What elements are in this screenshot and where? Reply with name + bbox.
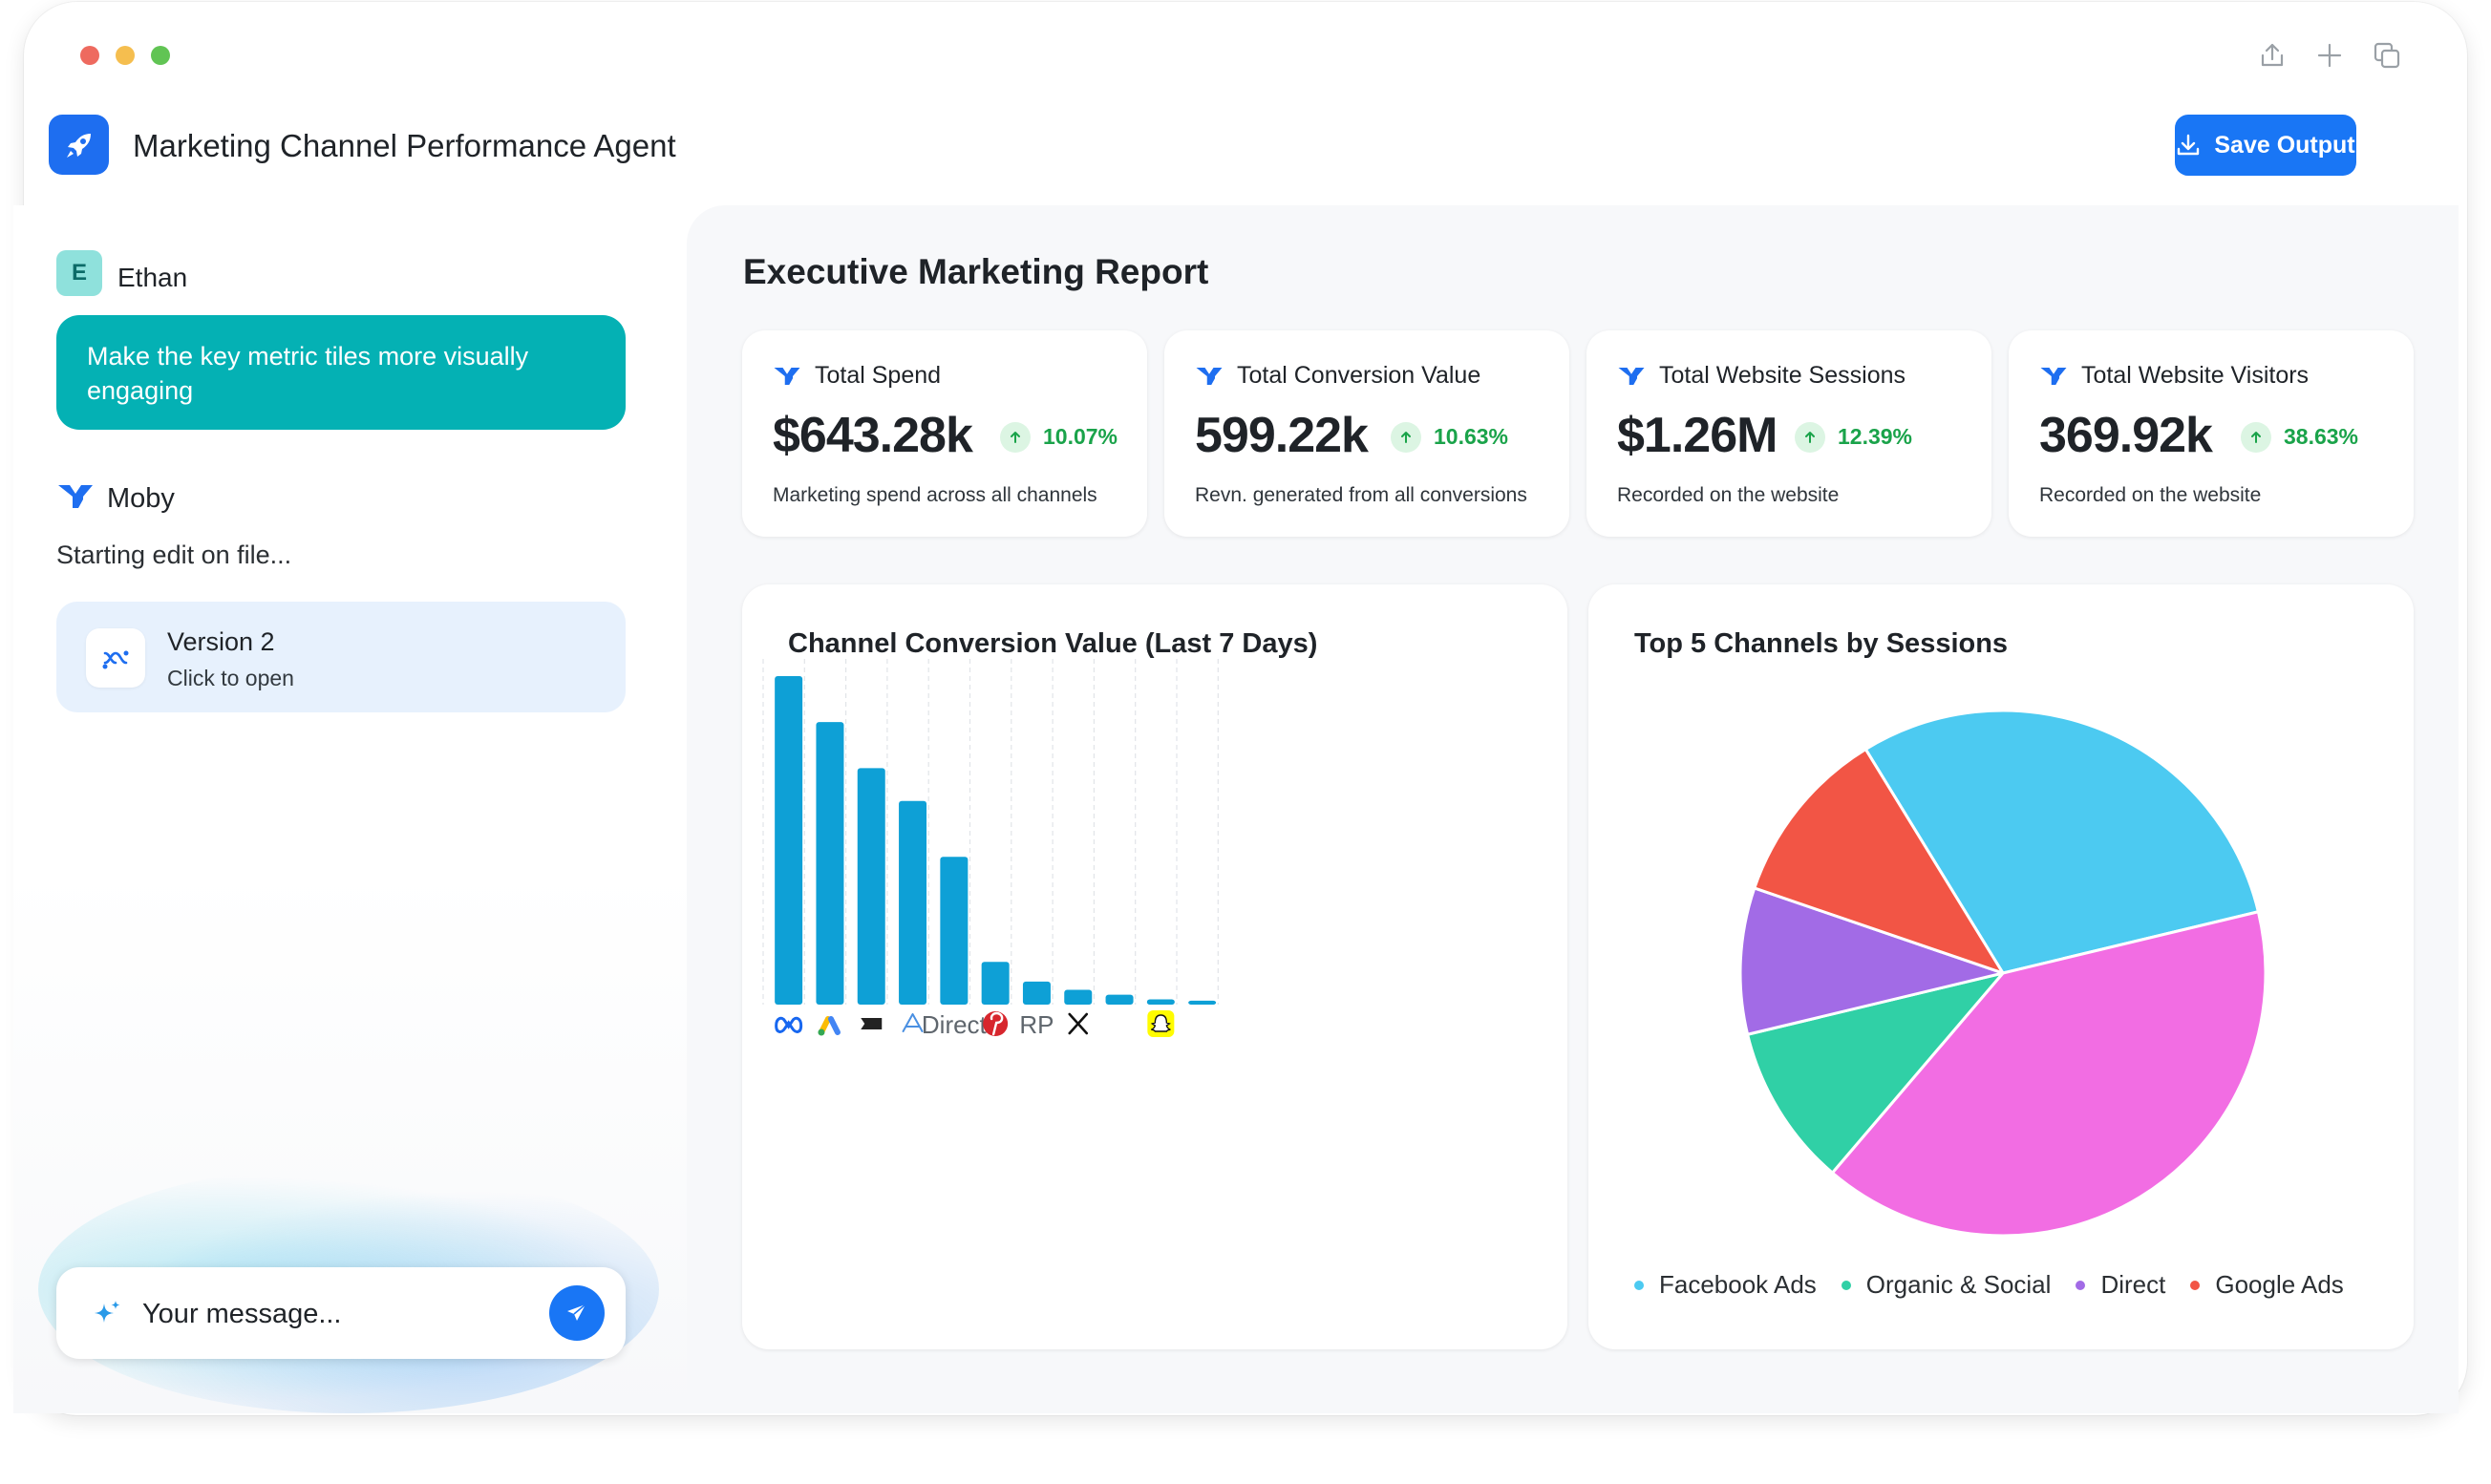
pie-chart-title: Top 5 Channels by Sessions xyxy=(1634,628,2009,659)
legend-label: Google Ads xyxy=(2215,1270,2344,1299)
metric-tile-total-website-visitors: Total Website Visitors 369.92k 38.63% Re… xyxy=(2009,330,2414,537)
legend-label: Organic & Social xyxy=(1865,1270,2052,1299)
x-tick-label: RP xyxy=(1019,1010,1054,1039)
version-subtitle: Click to open xyxy=(167,666,294,690)
metric-tile-total-conversion-value: Total Conversion Value 599.22k 10.63% Re… xyxy=(1164,330,1569,537)
bar xyxy=(775,676,803,1005)
save-output-button[interactable]: Save Output xyxy=(2175,115,2356,176)
bar-chart: Direct RP xyxy=(762,659,1219,1039)
version-flow-icon xyxy=(86,628,145,688)
tile-change: 10.07% xyxy=(1043,424,1118,449)
pie-chart xyxy=(1738,709,2267,1238)
google-ads-icon xyxy=(818,1016,841,1036)
user-name: Ethan xyxy=(117,263,188,292)
tile-title: Total Website Visitors xyxy=(2081,362,2310,389)
version-title: Version 2 xyxy=(167,627,275,656)
legend-label: Direct xyxy=(2100,1270,2166,1299)
pie-slice xyxy=(1746,971,2005,1175)
meta-icon xyxy=(775,1016,803,1033)
tile-change: 12.39% xyxy=(1838,424,1913,449)
x-tick-label: Direct xyxy=(922,1010,988,1039)
bar-chart-card: Channel Conversion Value (Last 7 Days) D… xyxy=(742,584,1567,1349)
message-input[interactable] xyxy=(140,1288,526,1340)
send-button[interactable] xyxy=(549,1285,605,1341)
up-arrow-icon xyxy=(1795,422,1825,453)
sparkle-icon xyxy=(95,1301,120,1323)
maximize-window-dot[interactable] xyxy=(151,46,170,65)
x-icon xyxy=(1068,1012,1089,1035)
pie-chart-card: Top 5 Channels by Sessions Facebook Ads … xyxy=(1588,584,2414,1349)
minimize-window-dot[interactable] xyxy=(116,46,135,65)
bar-chart-title: Channel Conversion Value (Last 7 Days) xyxy=(788,628,1318,659)
tile-value: $643.28k xyxy=(773,408,973,463)
tile-value: 369.92k xyxy=(2039,408,2213,463)
bar xyxy=(981,962,1010,1005)
tile-description: Recorded on the website xyxy=(1617,484,1840,506)
tile-description: Marketing spend across all channels xyxy=(773,484,1097,506)
moby-logo-icon xyxy=(2040,368,2067,385)
user-message-bubble: Make the key metric tiles more visually … xyxy=(56,315,626,430)
pie-slice xyxy=(1738,886,2005,1036)
up-arrow-icon xyxy=(1391,422,1421,453)
send-icon xyxy=(567,1304,586,1321)
agent-name: Moby xyxy=(107,483,175,514)
up-arrow-icon xyxy=(2241,422,2271,453)
bar xyxy=(1146,999,1175,1005)
tile-change: 38.63% xyxy=(2284,424,2359,449)
tile-value: 599.22k xyxy=(1195,408,1369,463)
tile-title: Total Conversion Value xyxy=(1237,362,1481,389)
bar xyxy=(816,722,844,1005)
bar xyxy=(940,857,969,1005)
legend-label: Facebook Ads xyxy=(1659,1270,1817,1299)
bar xyxy=(857,768,885,1005)
user-avatar: E xyxy=(56,250,102,296)
bar xyxy=(1064,989,1093,1005)
bar xyxy=(1188,1000,1217,1005)
tile-change: 10.63% xyxy=(1434,424,1509,449)
agent-status-text: Starting edit on file... xyxy=(56,541,292,569)
up-arrow-icon xyxy=(1000,422,1031,453)
tile-title: Total Website Sessions xyxy=(1659,362,1906,389)
pie-legend: Facebook Ads Organic & Social Direct Goo… xyxy=(1634,1270,2344,1300)
rocket-logo-icon xyxy=(49,115,109,175)
moby-logo-icon xyxy=(58,485,93,508)
save-output-label: Save Output xyxy=(2214,131,2355,159)
plus-icon[interactable] xyxy=(2314,40,2345,71)
metric-tile-total-website-sessions: Total Website Sessions $1.26M 12.39% Rec… xyxy=(1586,330,1991,537)
tile-value: $1.26M xyxy=(1617,408,1778,463)
duplicate-icon[interactable] xyxy=(2372,40,2402,71)
close-window-dot[interactable] xyxy=(80,46,99,65)
legend-item: Google Ads xyxy=(2190,1270,2344,1300)
pie-slice xyxy=(1830,910,2267,1238)
report-title: Executive Marketing Report xyxy=(743,252,1209,291)
legend-item: Facebook Ads xyxy=(1634,1270,1817,1300)
flag-icon xyxy=(861,1018,883,1029)
bar xyxy=(899,800,927,1005)
download-icon xyxy=(2178,134,2200,156)
moby-logo-icon xyxy=(1618,368,1645,385)
bar xyxy=(1105,994,1134,1005)
message-composer xyxy=(56,1267,626,1359)
tile-description: Revn. generated from all conversions xyxy=(1195,484,1527,506)
triangle-icon xyxy=(902,1013,924,1032)
metric-tile-total-spend: Total Spend $643.28k 10.07% Marketing sp… xyxy=(742,330,1147,537)
legend-item: Direct xyxy=(2076,1270,2165,1300)
version-card[interactable]: Version 2 Click to open xyxy=(56,602,626,712)
share-icon[interactable] xyxy=(2257,40,2288,71)
moby-logo-icon xyxy=(774,368,800,385)
legend-item: Organic & Social xyxy=(1841,1270,2052,1300)
bar xyxy=(1022,981,1051,1005)
pinterest-icon xyxy=(983,1011,1009,1036)
moby-logo-icon xyxy=(1196,368,1223,385)
pie-slice xyxy=(1753,748,2005,975)
snapchat-icon xyxy=(1147,1010,1175,1037)
tile-description: Recorded on the website xyxy=(2039,484,2262,506)
app-title: Marketing Channel Performance Agent xyxy=(133,128,676,163)
tile-title: Total Spend xyxy=(815,362,942,389)
